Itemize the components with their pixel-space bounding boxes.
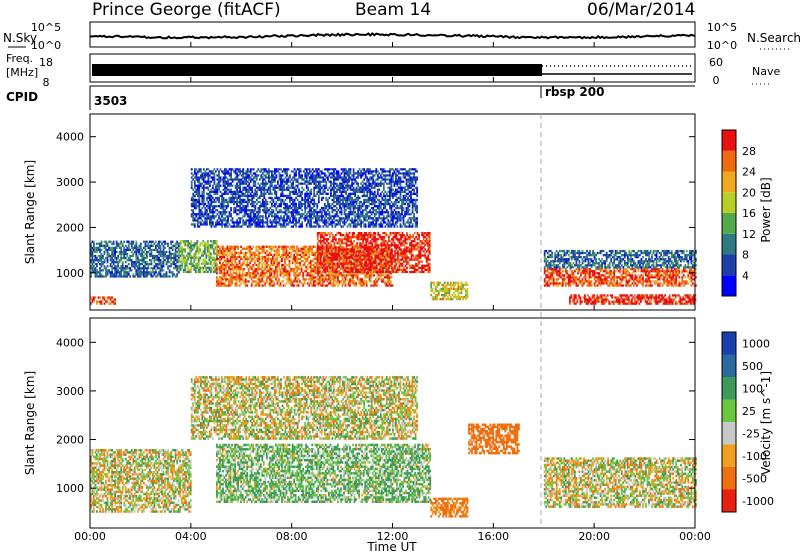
colorbar-tick-label: 8 — [742, 249, 749, 262]
colorbar-swatch — [722, 354, 736, 377]
nave-tick-bottom: 0 — [713, 74, 720, 87]
x-ticks: 00:00 04:00 08:00 12:00 16:00 20:00 00:00 — [74, 42, 711, 543]
nsearch-tick-bottom: 10^0 — [707, 39, 737, 52]
colorbar-tick-label: -25 — [742, 427, 760, 440]
power-ylabel: Slant Range [km] — [23, 160, 37, 264]
colorbar-swatch — [722, 130, 736, 151]
velocity-ylabel: Slant Range [km] — [23, 371, 37, 475]
y-tick-label: 2000 — [56, 221, 84, 234]
echo-band — [190, 168, 418, 228]
echo-band — [430, 281, 469, 301]
colorbar-swatch — [722, 489, 736, 512]
y-tick-label: 3000 — [56, 176, 84, 189]
y-tick-label: 4000 — [56, 131, 84, 144]
colorbar-tick-label: 1000 — [742, 337, 770, 350]
colorbar-swatch — [722, 444, 736, 467]
power-heatmap — [90, 168, 697, 305]
nave-label: Nave — [752, 65, 780, 78]
colorbar-swatch — [722, 213, 736, 234]
x-tick-label: 00:00 — [74, 530, 106, 543]
date-title: 06/Mar/2014 — [587, 0, 696, 20]
freq-tick-bottom: 8 — [43, 76, 50, 89]
x-tick-label: 04:00 — [175, 530, 207, 543]
nsky-tick-top: 10^5 — [31, 21, 61, 34]
colorbar-swatch — [722, 377, 736, 400]
echo-band — [430, 497, 469, 518]
power-colorbar: 28 24 20 16 12 8 4 — [721, 129, 756, 297]
echo-band — [178, 240, 218, 274]
y-tick-label: 3000 — [56, 385, 84, 398]
colorbar-tick-label: -500 — [742, 472, 767, 485]
freq-unit: [MHz] — [6, 66, 38, 79]
echo-band — [90, 296, 116, 305]
nsky-series-line — [89, 32, 696, 40]
y-tick-label: 1000 — [56, 267, 84, 280]
colorbar-swatch — [722, 233, 736, 255]
colorbar-swatch — [722, 150, 736, 172]
colorbar-swatch — [722, 467, 736, 490]
freq-tick-top: 18 — [39, 56, 53, 69]
x-tick-label: 20:00 — [578, 530, 610, 543]
echo-band — [543, 268, 697, 287]
velocity-colorbar: 1000 500 100 25 -25 -100 -500 -1000 — [721, 331, 774, 513]
colorbar-tick-label: 100 — [742, 382, 763, 395]
velocity-heatmap — [90, 376, 697, 518]
colorbar-swatch — [722, 275, 736, 297]
colorbar-swatch — [722, 332, 736, 355]
nsearch-label: N.Search — [747, 31, 800, 45]
beam-title: Beam 14 — [355, 0, 432, 20]
echo-band — [90, 449, 192, 513]
colorbar-tick-label: 24 — [742, 166, 756, 179]
x-tick-label: 12:00 — [377, 530, 409, 543]
nsearch-tick-top: 10^5 — [707, 21, 737, 34]
colorbar-swatch — [722, 399, 736, 422]
echo-band — [543, 457, 697, 508]
cpid-segment-3503: 3503 — [94, 94, 127, 108]
station-title: Prince George (fitACF) — [92, 0, 281, 20]
colorbar-tick-label: 20 — [742, 186, 756, 199]
colorbar-swatch — [722, 171, 736, 193]
colorbar-tick-label: 16 — [742, 207, 756, 220]
colorbar-swatch — [722, 192, 736, 214]
echo-band — [569, 294, 697, 305]
y-ticks: 1000 2000 3000 4000 1000 2000 3000 4000 — [56, 131, 695, 495]
cpid-label: CPID — [6, 90, 38, 104]
nsky-label: N.Sky — [3, 31, 37, 45]
colorbar-tick-label: 28 — [742, 145, 756, 158]
velocity-colorbar-label: Velocity [m s^-1] — [759, 371, 773, 475]
power-colorbar-label: Power [dB] — [759, 177, 773, 242]
y-tick-label: 2000 — [56, 434, 84, 447]
nave-tick-top: 60 — [709, 56, 723, 69]
colorbar-tick-label: 4 — [742, 269, 749, 282]
cpid-panel: CPID 3503 rbsp 200 — [6, 85, 695, 110]
y-tick-label: 4000 — [56, 336, 84, 349]
echo-band — [190, 376, 418, 440]
x-tick-label: 08:00 — [276, 530, 308, 543]
freq-panel: Freq. [MHz] 18 8 60 0 Nave — [6, 52, 780, 89]
colorbar-tick-label: -100 — [742, 450, 767, 463]
nsky-panel: N.Sky 10^5 10^0 10^5 10^0 N.Search — [3, 21, 800, 52]
cpid-segment-rbsp: rbsp 200 — [545, 85, 604, 99]
echo-band — [90, 240, 180, 278]
colorbar-swatch — [722, 422, 736, 445]
colorbar-swatch — [722, 254, 736, 276]
colorbar-tick-label: 12 — [742, 228, 756, 241]
freq-band — [92, 64, 542, 76]
echo-band — [468, 423, 520, 455]
echo-band — [543, 249, 697, 269]
colorbar-tick-label: 25 — [742, 405, 756, 418]
colorbar-tick-label: 500 — [742, 360, 763, 373]
freq-label: Freq. — [6, 52, 33, 65]
x-axis-label: Time UT — [366, 540, 417, 554]
x-tick-label: 16:00 — [477, 530, 509, 543]
y-tick-label: 1000 — [56, 482, 84, 495]
x-tick-label: 00:00 — [679, 530, 711, 543]
echo-band — [216, 443, 432, 503]
colorbar-tick-label: -1000 — [742, 495, 774, 508]
echo-band — [316, 232, 431, 274]
nsky-tick-bottom: 10^0 — [31, 39, 61, 52]
